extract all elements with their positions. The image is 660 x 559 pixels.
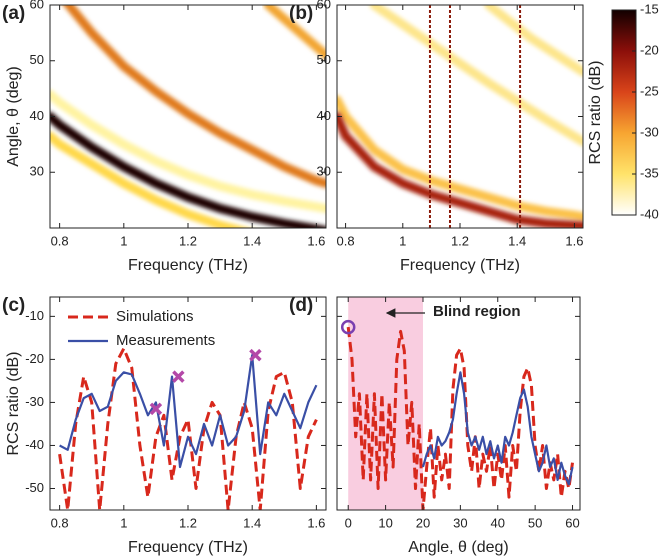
x-axis-label: Frequency (THz)	[128, 257, 248, 274]
series-line	[58, 347, 318, 510]
annotation: Blind region	[433, 303, 521, 320]
y-tick-label: 60	[317, 0, 331, 11]
x-tick-label: 0.8	[51, 233, 69, 248]
plot-area	[346, 297, 574, 510]
x-tick-label: 50	[528, 515, 542, 530]
y-axis-label: RCS ratio (dB)	[5, 351, 22, 455]
series-line	[346, 326, 574, 510]
y-tick-label: -20	[25, 351, 44, 366]
y-tick-label: -10	[25, 308, 44, 323]
ridge	[337, 95, 583, 222]
x-tick-label: 1.2	[179, 233, 197, 248]
y-tick-label: 60	[30, 0, 44, 11]
series-line	[59, 354, 318, 469]
y-axis-label: Angle, θ (deg)	[5, 66, 22, 167]
legend-label: Measurements	[116, 332, 215, 349]
colorbar	[611, 9, 637, 216]
colorbar-tick-label: -20	[640, 42, 659, 57]
ridge	[337, 112, 583, 228]
ridge	[50, 89, 326, 213]
plot-frame	[336, 4, 584, 229]
ridge	[369, 5, 583, 147]
y-tick-label: -30	[25, 394, 44, 409]
ridge	[62, 5, 326, 188]
y-tick-label: 40	[317, 108, 331, 123]
x-tick-label: 0	[345, 515, 352, 530]
panel-label: (a)	[2, 3, 25, 24]
y-tick-label: -50	[25, 480, 44, 495]
x-tick-label: 1	[120, 515, 127, 530]
x-tick-label: 30	[453, 515, 467, 530]
marker	[340, 319, 356, 335]
ridge	[50, 112, 326, 228]
ridge	[50, 131, 249, 228]
series-line	[421, 371, 574, 486]
panel-label: (d)	[289, 295, 313, 316]
marker	[172, 370, 185, 383]
x-axis-label: Frequency (THz)	[400, 257, 520, 274]
panel-label: (b)	[289, 3, 313, 24]
colorbar-tick-label: -25	[640, 83, 659, 98]
x-axis-label: Frequency (THz)	[128, 539, 248, 556]
colorbar-tick-label: -30	[640, 124, 659, 139]
x-tick-label: 0.8	[337, 233, 355, 248]
marker	[249, 348, 262, 362]
y-tick-label: -40	[25, 437, 44, 452]
y-tick-label: 50	[317, 52, 331, 67]
x-tick-label: 1.6	[565, 233, 583, 248]
x-tick-label: 1.4	[243, 233, 261, 248]
plot-frame	[49, 4, 327, 229]
y-tick-label: 30	[30, 164, 44, 179]
plot-frame	[49, 296, 327, 511]
plot-area	[337, 5, 583, 228]
x-tick-label: 1	[399, 233, 406, 248]
y-tick-label: 30	[317, 164, 331, 179]
x-tick-label: 60	[565, 515, 579, 530]
legend-label: Simulations	[116, 308, 194, 325]
x-axis-label: Angle, θ (deg)	[408, 539, 509, 556]
x-tick-label: 40	[491, 515, 505, 530]
x-tick-label: 1.4	[508, 233, 526, 248]
ridge	[484, 5, 583, 77]
y-tick-label: 50	[30, 52, 44, 67]
x-tick-label: 1.2	[451, 233, 469, 248]
y-tick-label: 40	[30, 108, 44, 123]
plot-frame	[336, 296, 581, 511]
colorbar-tick-label: -40	[640, 206, 659, 221]
colorbar-label: RCS ratio (dB)	[587, 60, 604, 164]
x-tick-label: 1.4	[243, 515, 261, 530]
plot-area	[58, 347, 318, 510]
x-tick-label: 1.2	[179, 515, 197, 530]
x-tick-label: 1.6	[307, 515, 325, 530]
x-tick-label: 0.8	[51, 515, 69, 530]
x-tick-label: 1.6	[307, 233, 325, 248]
colorbar-tick-label: -15	[640, 1, 659, 16]
x-tick-label: 1	[120, 233, 127, 248]
panel-label: (c)	[2, 295, 25, 316]
plot-area	[50, 5, 326, 228]
ridge	[263, 5, 326, 60]
x-tick-label: 20	[416, 515, 430, 530]
colorbar-tick-label: -35	[640, 165, 659, 180]
x-tick-label: 10	[378, 515, 392, 530]
marker	[149, 402, 163, 416]
